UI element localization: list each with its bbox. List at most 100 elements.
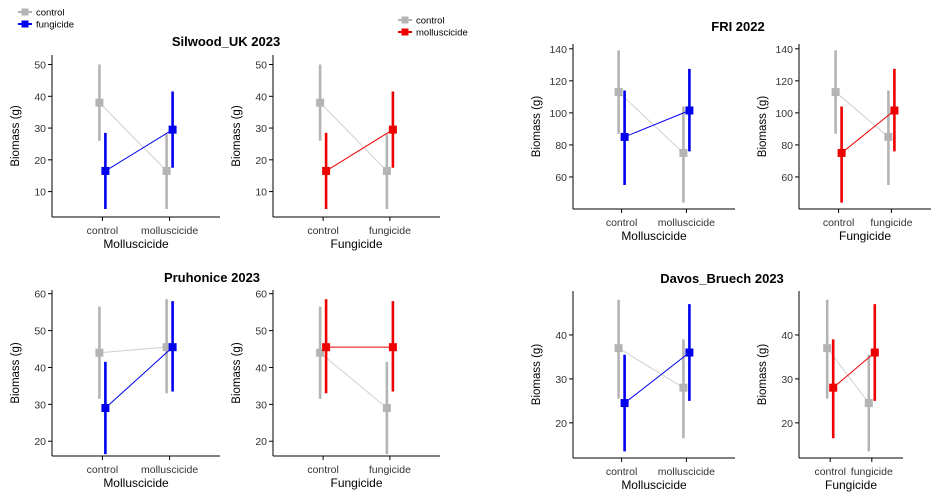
legend-key-marker bbox=[401, 28, 409, 36]
y-tick-label: 40 bbox=[255, 362, 267, 374]
y-tick-label: 60 bbox=[34, 289, 46, 301]
y-tick-label: 40 bbox=[34, 91, 46, 103]
y-tick-label: 60 bbox=[781, 172, 793, 184]
y-tick-label: 100 bbox=[775, 108, 793, 120]
legend-label: control bbox=[416, 16, 445, 27]
x-axis-label: Molluscicide bbox=[621, 229, 687, 243]
series-line bbox=[105, 129, 173, 172]
x-axis-label: Fungicide bbox=[839, 229, 891, 243]
data-point bbox=[322, 343, 331, 352]
x-axis-label: Molluscicide bbox=[621, 478, 687, 492]
x-tick-label: control bbox=[814, 466, 846, 478]
y-tick-label: 60 bbox=[255, 289, 267, 301]
data-point bbox=[316, 98, 325, 107]
data-point bbox=[316, 348, 325, 357]
y-axis-label: Biomass (g) bbox=[531, 344, 543, 406]
data-point bbox=[837, 148, 846, 157]
y-tick-label: 50 bbox=[34, 326, 46, 338]
series-line bbox=[325, 129, 394, 172]
y-tick-label: 20 bbox=[781, 418, 793, 430]
data-point bbox=[864, 399, 873, 408]
y-tick-label: 30 bbox=[255, 399, 267, 411]
series-control bbox=[316, 306, 391, 455]
y-tick-label: 10 bbox=[255, 187, 267, 199]
legend-label: molluscicide bbox=[416, 28, 468, 39]
y-tick-label: 30 bbox=[781, 374, 793, 386]
y-tick-label: 80 bbox=[555, 140, 567, 152]
series-control bbox=[316, 64, 391, 210]
series-control bbox=[95, 299, 171, 399]
y-tick-label: 40 bbox=[255, 91, 267, 103]
data-point bbox=[382, 404, 391, 413]
y-tick-label: 20 bbox=[34, 155, 46, 167]
data-point bbox=[685, 106, 694, 115]
legend-key-marker bbox=[21, 20, 29, 28]
data-point bbox=[620, 399, 629, 408]
data-point bbox=[95, 98, 104, 107]
chart-panel-1: 10 20 30 40 50 control molluscicideMolluscicid… bbox=[10, 55, 220, 251]
y-axis-label: Biomass (g) bbox=[231, 342, 243, 404]
series-line bbox=[618, 347, 684, 389]
data-point bbox=[679, 383, 688, 392]
series-line bbox=[99, 346, 167, 354]
x-axis-label: Fungicide bbox=[330, 476, 382, 490]
series-line bbox=[624, 110, 690, 138]
series-molluscicide bbox=[829, 304, 879, 439]
series-control bbox=[614, 50, 688, 203]
legend-key-marker bbox=[401, 16, 409, 24]
data-point bbox=[890, 106, 899, 115]
series-control bbox=[95, 64, 171, 210]
data-point bbox=[101, 166, 110, 175]
chart-panel-5: 20 30 40 50 60 control molluscicideMolluscicid… bbox=[10, 289, 220, 490]
y-tick-label: 50 bbox=[34, 60, 46, 72]
chart-panel-3: 60 80 100 120 140 control molluscicideMollusci… bbox=[531, 44, 735, 243]
series-control bbox=[614, 299, 688, 439]
x-tick-label: control bbox=[87, 225, 119, 237]
series-fungicide bbox=[101, 91, 177, 210]
data-point bbox=[679, 148, 688, 157]
y-tick-label: 40 bbox=[555, 330, 567, 342]
series-line bbox=[105, 346, 173, 409]
x-axis-label: Fungicide bbox=[825, 478, 877, 492]
x-tick-label: fungicide bbox=[870, 217, 912, 229]
x-tick-label: molluscicide bbox=[141, 464, 198, 476]
data-point bbox=[101, 404, 110, 413]
data-point bbox=[382, 166, 391, 175]
y-tick-label: 50 bbox=[255, 326, 267, 338]
x-tick-label: molluscicide bbox=[658, 466, 715, 478]
y-tick-label: 80 bbox=[781, 140, 793, 152]
y-tick-label: 30 bbox=[555, 374, 567, 386]
data-point bbox=[388, 343, 397, 352]
y-tick-label: 140 bbox=[775, 44, 793, 56]
y-tick-label: 120 bbox=[775, 76, 793, 88]
chart-title: Davos_Bruech 2023 bbox=[660, 271, 784, 286]
x-tick-label: control bbox=[87, 464, 119, 476]
x-tick-label: molluscicide bbox=[141, 225, 198, 237]
y-tick-label: 20 bbox=[34, 436, 46, 448]
x-axis-label: Molluscicide bbox=[103, 476, 169, 490]
series-line bbox=[618, 91, 684, 154]
y-tick-label: 30 bbox=[34, 399, 46, 411]
x-tick-label: control bbox=[606, 217, 638, 229]
data-point bbox=[831, 88, 840, 97]
data-point bbox=[829, 383, 838, 392]
x-tick-label: molluscicide bbox=[658, 217, 715, 229]
series-fungicide bbox=[620, 304, 694, 452]
data-point bbox=[620, 132, 629, 141]
data-point bbox=[823, 344, 832, 353]
y-tick-label: 100 bbox=[549, 108, 567, 120]
series-control bbox=[831, 50, 893, 185]
data-point bbox=[614, 344, 623, 353]
series-line bbox=[832, 352, 876, 389]
series-line bbox=[99, 102, 167, 172]
data-point bbox=[870, 348, 879, 357]
x-tick-label: fungicide bbox=[369, 464, 411, 476]
series-line bbox=[319, 352, 388, 409]
data-point bbox=[168, 125, 177, 134]
x-axis-label: Fungicide bbox=[330, 237, 382, 251]
